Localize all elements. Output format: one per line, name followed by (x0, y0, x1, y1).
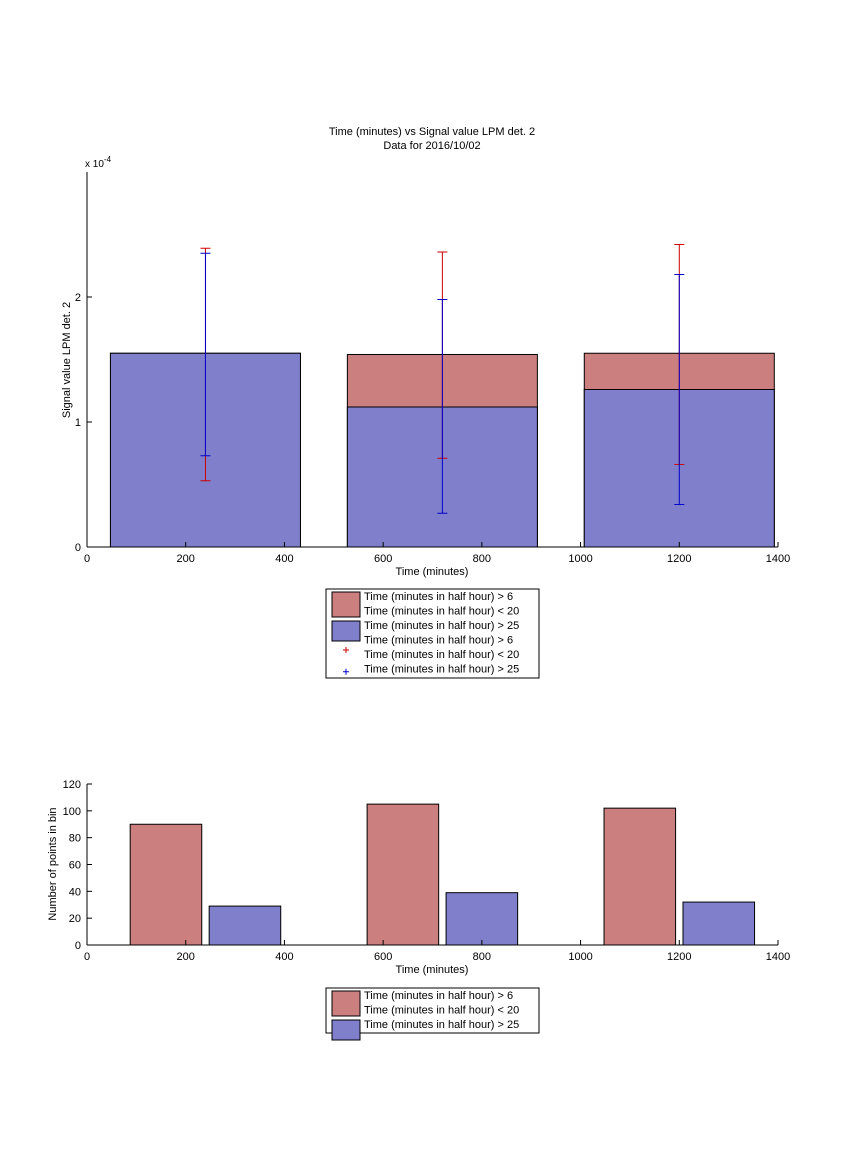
bar-series-0-1 (366, 803, 440, 946)
bar-series-1-0 (208, 905, 282, 946)
y-axis-label: Signal value LPM det. 2 (61, 302, 73, 418)
y-tick-label: 2 (75, 292, 81, 304)
chart-subtitle: Data for 2016/10/02 (383, 140, 480, 152)
x-axis-label: Time (minutes) (396, 964, 469, 976)
y-tick-label: 120 (63, 779, 81, 791)
legend-label: Time (minutes in half hour) > 6 (364, 990, 513, 1002)
x-tick-label: 1400 (766, 951, 790, 963)
legend-label: Time (minutes in half hour) > 6 (364, 635, 513, 647)
x-tick-label: 200 (177, 951, 195, 963)
x-tick-label: 1000 (568, 553, 592, 565)
x-axis-label: Time (minutes) (396, 566, 469, 578)
legend-swatch-0 (331, 990, 361, 1017)
x-tick-label: 0 (84, 951, 90, 963)
legend: Time (minutes in half hour) > 6 Time (min… (325, 588, 540, 679)
count-chart: Number of points in bin Time (minutes) 0… (47, 779, 790, 1041)
y-tick-label: 1 (75, 417, 81, 429)
y-tick-label: 100 (63, 806, 81, 818)
legend-label: Time (minutes in half hour) < 20 (364, 1005, 519, 1017)
legend-label: Time (minutes in half hour) > 6 (364, 591, 513, 603)
legend-label: Time (minutes in half hour) > 25 (364, 664, 519, 676)
y-tick-label: 40 (69, 886, 81, 898)
y-exponent-label: x 10-4 (85, 155, 112, 170)
x-tick-label: 600 (374, 553, 392, 565)
legend: Time (minutes in half hour) > 6 Time (min… (325, 987, 540, 1041)
y-tick-label: 0 (75, 940, 81, 952)
x-tick-label: 400 (275, 951, 293, 963)
legend-label: Time (minutes in half hour) < 20 (364, 606, 519, 618)
x-tick-label: 0 (84, 553, 90, 565)
x-tick-label: 1400 (766, 553, 790, 565)
legend-label: Time (minutes in half hour) > 25 (364, 1019, 519, 1031)
bar-series-0-0 (129, 823, 203, 946)
legend-box (325, 588, 540, 679)
bar-series-0-2 (603, 807, 677, 946)
y-exponent-power: -4 (104, 155, 112, 164)
x-tick-label: 600 (374, 951, 392, 963)
chart-title: Time (minutes) vs Signal value LPM det. … (329, 126, 535, 138)
bar-series-1-1 (445, 892, 519, 946)
x-tick-label: 400 (275, 553, 293, 565)
x-tick-label: 200 (177, 553, 195, 565)
legend-swatch-1 (331, 620, 361, 642)
x-tick-label: 1200 (667, 553, 691, 565)
x-tick-label: 1200 (667, 951, 691, 963)
y-tick-label: 0 (75, 542, 81, 554)
legend-label: Time (minutes in half hour) < 20 (364, 649, 519, 661)
x-tick-label: 1000 (568, 951, 592, 963)
y-tick-label: 20 (69, 913, 81, 925)
x-tick-label: 800 (473, 553, 491, 565)
bar-series-1-2 (682, 901, 756, 946)
y-axis-label: Number of points in bin (47, 807, 59, 920)
legend-swatch-0 (331, 591, 361, 618)
x-tick-label: 800 (473, 951, 491, 963)
y-exponent-base: x 10 (85, 159, 104, 170)
y-tick-label: 60 (69, 860, 81, 872)
signal-chart: Time (minutes) vs Signal value LPM det. … (61, 126, 790, 679)
y-tick-label: 80 (69, 833, 81, 845)
legend-swatch-1 (331, 1019, 361, 1041)
legend-box (325, 987, 540, 1034)
legend-label: Time (minutes in half hour) > 25 (364, 620, 519, 632)
